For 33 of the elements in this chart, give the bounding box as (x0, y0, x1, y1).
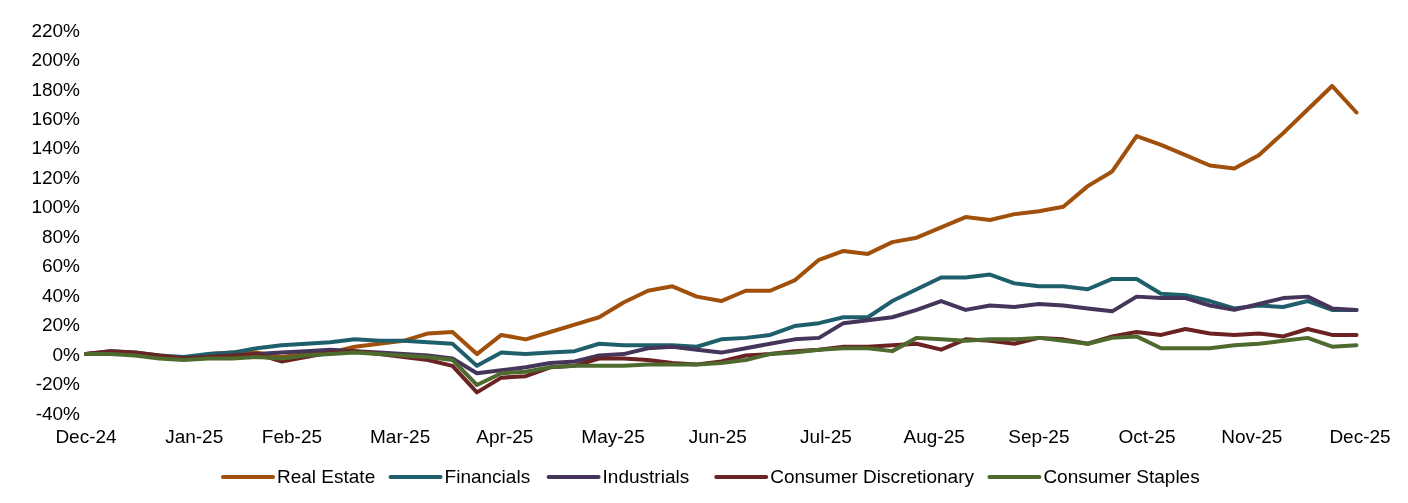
y-tick-label: 220% (31, 19, 81, 41)
x-tick-label: Nov-25 (1221, 426, 1283, 447)
x-tick-label: Jan-25 (165, 426, 224, 447)
x-tick-label: Jun-25 (688, 426, 747, 447)
y-tick-label: -40% (35, 402, 81, 424)
y-tick-label: 180% (31, 78, 81, 100)
x-tick-label: May-25 (581, 426, 645, 447)
x-tick-label: Aug-25 (903, 426, 965, 447)
legend-label: Financials (444, 466, 531, 487)
x-tick-label: Sep-25 (1008, 426, 1070, 447)
x-tick-label: Dec-24 (55, 426, 118, 447)
y-tick-label: 0% (52, 343, 81, 365)
legend-label: Industrials (602, 466, 690, 487)
x-tick-label: Feb-25 (261, 426, 323, 447)
x-tick-label: Oct-25 (1118, 426, 1176, 447)
x-tick-label: Jul-25 (800, 426, 852, 447)
legend-label: Consumer Discretionary (770, 466, 975, 487)
y-tick-label: 160% (31, 108, 81, 130)
line-series (84, 334, 1359, 388)
y-tick-label: 60% (41, 255, 81, 277)
y-tick-label: 80% (41, 225, 81, 247)
legend-label: Real Estate (277, 466, 376, 487)
x-tick-label: Apr-25 (476, 426, 534, 447)
y-tick-label: -20% (35, 373, 81, 395)
y-tick-label: 100% (31, 196, 81, 218)
y-tick-label: 140% (31, 137, 81, 159)
x-tick-label: Mar-25 (370, 426, 431, 447)
y-tick-label: 120% (31, 166, 81, 188)
y-tick-label: 40% (41, 284, 81, 306)
y-tick-label: 20% (41, 314, 81, 336)
x-tick-label: Dec-25 (1329, 426, 1391, 447)
legend-label: Consumer Staples (1043, 466, 1200, 487)
y-tick-label: 200% (31, 49, 81, 71)
